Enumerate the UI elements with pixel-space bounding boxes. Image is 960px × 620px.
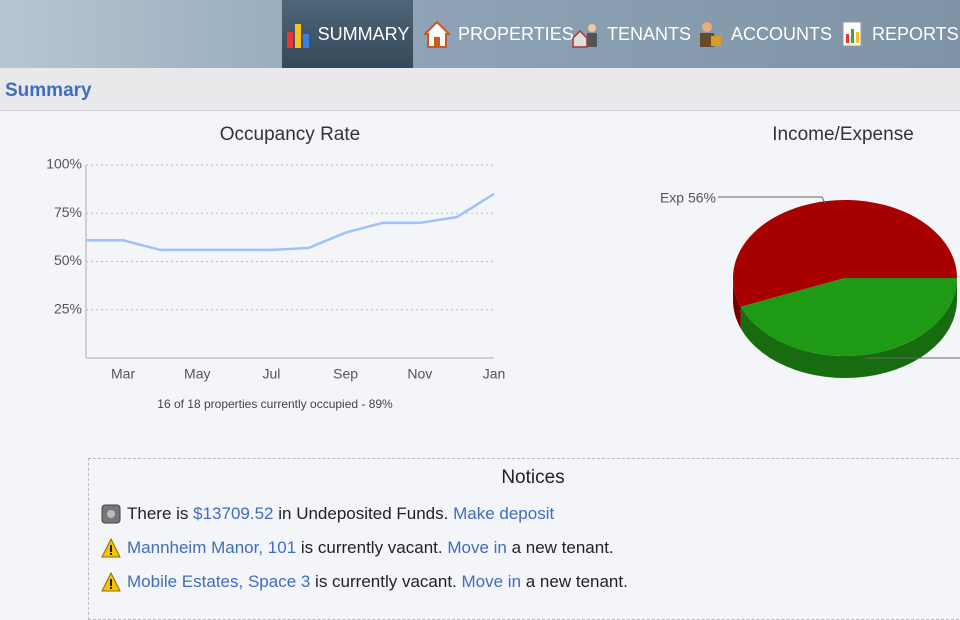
notice-text: in Undeposited Funds. bbox=[273, 504, 454, 523]
nav-label: ACCOUNTS bbox=[731, 23, 833, 44]
x-tick-label: Jul bbox=[263, 366, 281, 382]
notice-link[interactable]: $13709.52 bbox=[193, 504, 274, 523]
notice-text: is currently vacant. bbox=[296, 538, 448, 557]
notice: Mobile Estates, Space 3 is currently vac… bbox=[101, 572, 628, 592]
warning-icon bbox=[101, 572, 121, 592]
safe-icon bbox=[101, 504, 121, 524]
x-tick-label: May bbox=[184, 366, 210, 382]
pie-slice bbox=[740, 278, 957, 357]
nav-tab[interactable]: SUMMARY bbox=[282, 0, 413, 68]
charts: Occupancy Rate 25% 50% 75% 100% Mar May Jul Sep N… bbox=[46, 124, 960, 411]
notice-link[interactable]: Mannheim Manor, 101 bbox=[127, 538, 297, 557]
icon bbox=[424, 20, 450, 48]
nav-label: SUMMARY bbox=[317, 23, 410, 44]
section-header: Summary bbox=[0, 68, 960, 111]
icon bbox=[286, 24, 309, 48]
notice: Mannheim Manor, 101 is currently vacant.… bbox=[101, 538, 614, 558]
notice-text: a new tenant. bbox=[506, 538, 614, 557]
line-series bbox=[86, 192, 495, 252]
nav-tab[interactable]: PROPERTIES bbox=[424, 0, 574, 68]
pie-side bbox=[740, 278, 957, 378]
y-tick-label: 25% bbox=[54, 300, 82, 316]
x-tick-label: Sep bbox=[333, 366, 358, 382]
nav-tab[interactable]: TENANTS bbox=[571, 0, 691, 68]
notice-text: There is bbox=[127, 504, 194, 523]
notice-text: is currently vacant. bbox=[310, 572, 462, 591]
notice-link[interactable]: Mobile Estates, Space 3 bbox=[127, 572, 311, 591]
nav-tab[interactable]: ACCOUNTS bbox=[697, 0, 832, 68]
x-tick-label: Mar bbox=[111, 366, 135, 382]
notice-link[interactable]: Move in bbox=[447, 538, 507, 557]
warning-icon bbox=[101, 538, 121, 558]
pie-label: Exp 56% bbox=[660, 190, 716, 206]
notice-link[interactable]: Move in bbox=[461, 572, 522, 591]
icon bbox=[572, 24, 597, 48]
y-tick-label: 75% bbox=[54, 204, 82, 220]
icon bbox=[842, 21, 862, 47]
notice-text: a new tenant. bbox=[521, 572, 628, 591]
y-tick-label: 100% bbox=[46, 156, 82, 172]
y-tick-label: 50% bbox=[54, 252, 82, 268]
notice-link[interactable]: Make deposit bbox=[453, 504, 555, 523]
chart-title: Occupancy Rate bbox=[220, 124, 360, 145]
nav-label: PROPERTIES bbox=[458, 23, 574, 44]
notice: There is $13709.52 in Undeposited Funds.… bbox=[101, 503, 554, 525]
nav-label: TENANTS bbox=[607, 23, 692, 44]
section-title: Summary bbox=[5, 80, 92, 101]
icon bbox=[700, 22, 721, 47]
nav-label: REPORTS bbox=[872, 23, 959, 44]
pie-slice bbox=[733, 200, 957, 307]
notices-panel: Notices There is $13709.52 in Undeposite… bbox=[88, 458, 960, 620]
x-tick-label: Jan bbox=[483, 366, 506, 382]
chart-title: Income/Expense bbox=[772, 124, 914, 145]
nav-tab[interactable]: REPORTS bbox=[842, 0, 959, 68]
pie-side bbox=[733, 278, 741, 329]
leader-line bbox=[718, 196, 826, 204]
chart-note: 16 of 18 properties currently occupied -… bbox=[157, 397, 393, 411]
x-tick-label: Nov bbox=[407, 366, 432, 382]
notices-title: Notices bbox=[501, 467, 565, 488]
nav-bar: SUMMARY PROPERTIES TENANTS ACCOUNTS REPO… bbox=[0, 0, 960, 68]
